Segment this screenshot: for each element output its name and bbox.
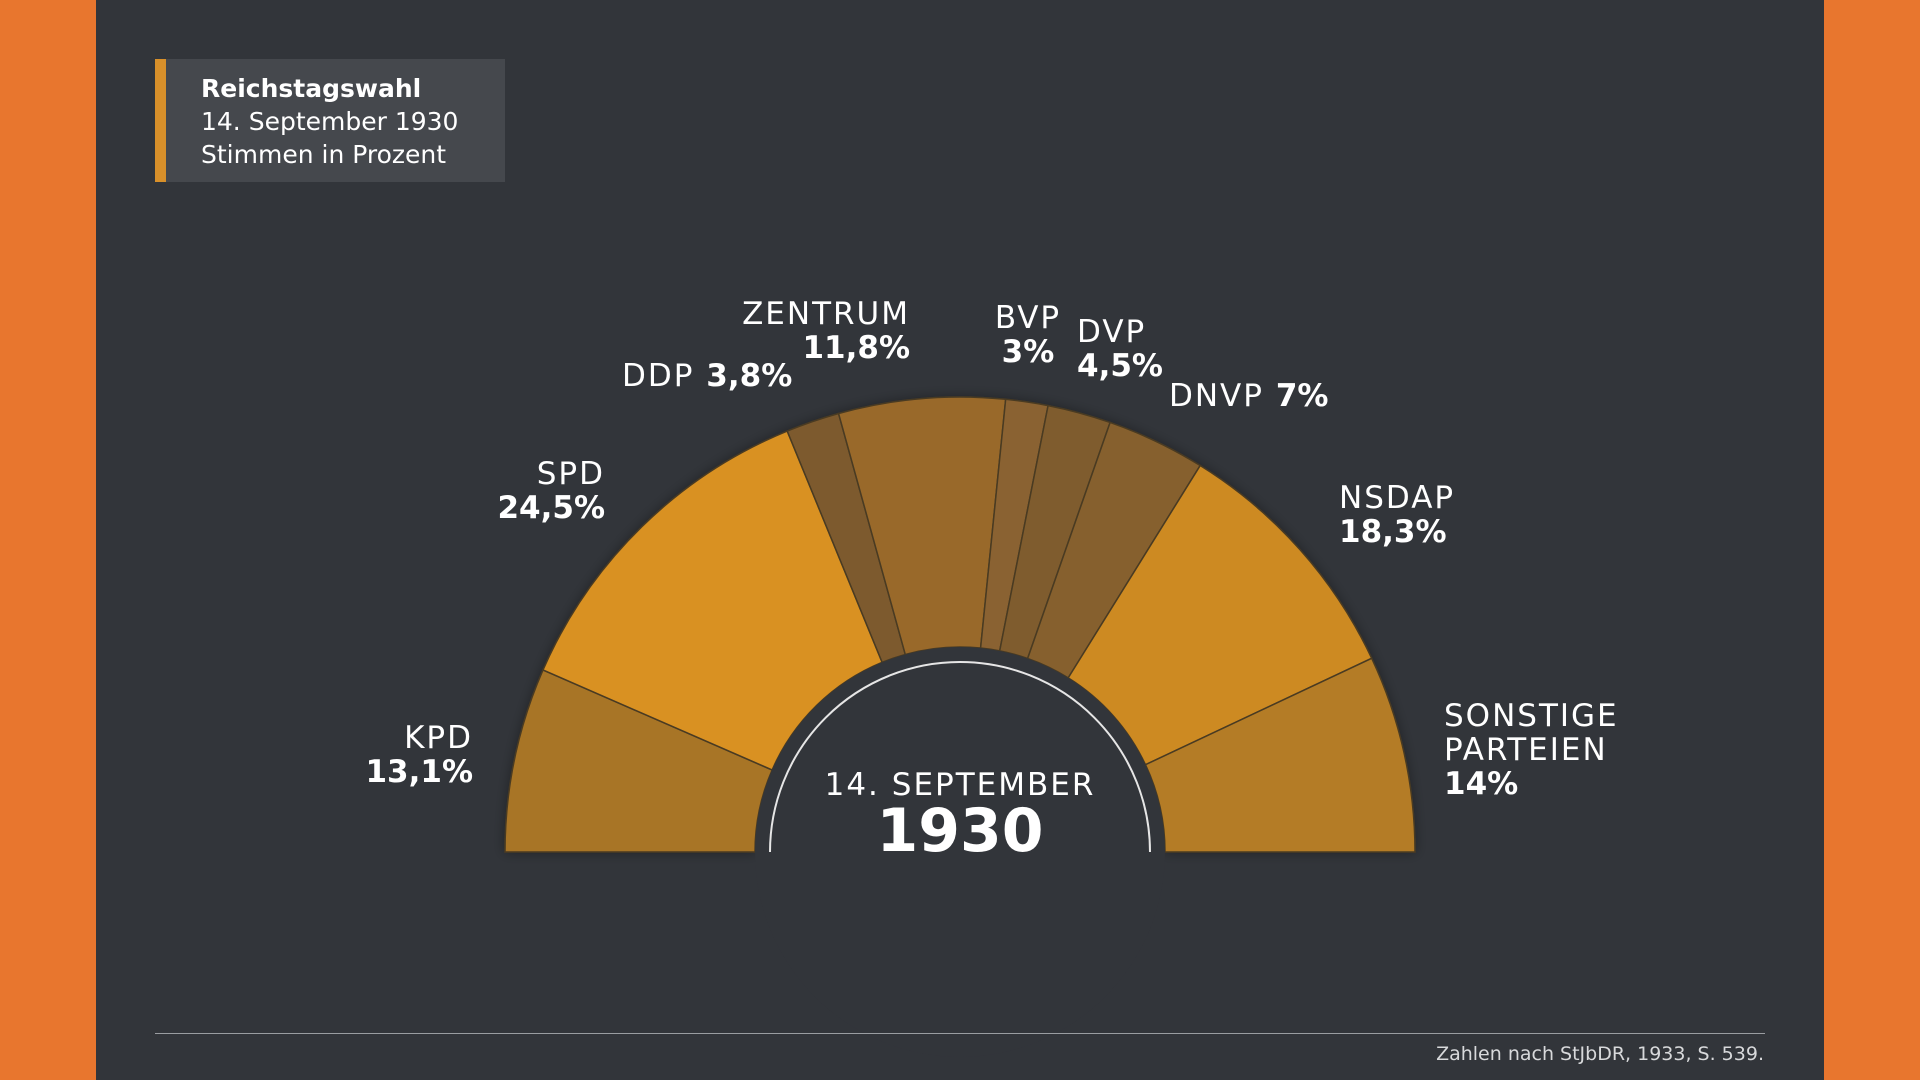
center-label-date: 14. SEPTEMBER	[825, 767, 1096, 803]
source-note: Zahlen nach StJbDR, 1933, S. 539.	[1436, 1043, 1764, 1065]
center-label-year: 1930	[877, 796, 1044, 866]
title-line-2: 14. September 1930	[201, 107, 459, 136]
title-box: Reichstagswahl 14. September 1930 Stimme…	[155, 59, 505, 182]
label-nsdap: NSDAP 18,3%	[1339, 480, 1455, 550]
label-sonstige-parteien: SONSTIGE PARTEIEN 14%	[1444, 698, 1619, 802]
center-ring	[769, 661, 1151, 853]
footer-divider	[155, 1033, 1765, 1034]
title-line-1: Reichstagswahl	[201, 74, 422, 103]
title-line-3: Stimmen in Prozent	[201, 140, 447, 169]
label-zentrum: ZENTRUM 11,8%	[742, 296, 910, 366]
label-ddp: DDP 3,8%	[622, 358, 792, 394]
label-bvp: BVP 3%	[995, 300, 1061, 370]
label-dvp: DVP 4,5%	[1077, 314, 1163, 384]
label-kpd: KPD 13,1%	[365, 720, 473, 790]
label-spd: SPD 24,5%	[497, 456, 605, 526]
center-hub	[755, 647, 1165, 1057]
label-dnvp: DNVP 7%	[1169, 378, 1328, 414]
